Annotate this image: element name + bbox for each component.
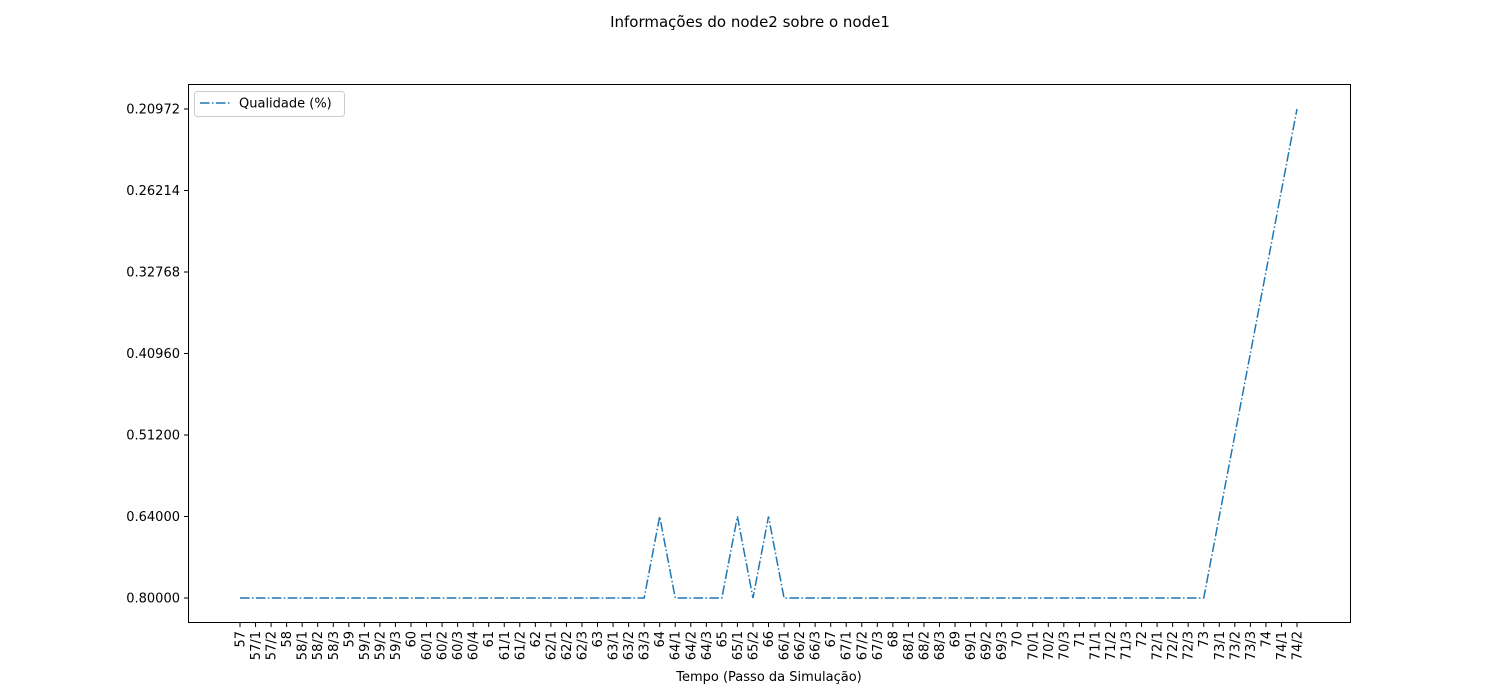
x-tick-label: 66/1 <box>778 631 793 660</box>
x-tick-label: 74/1 <box>1275 631 1290 660</box>
x-tick-label: 64/2 <box>684 631 699 660</box>
x-tick-label: 72/2 <box>1166 631 1181 660</box>
x-tick-label: 68/2 <box>917 631 932 660</box>
x-tick-label: 63 <box>591 631 606 648</box>
legend: Qualidade (%) <box>194 91 345 117</box>
x-tick-label: 72/3 <box>1182 631 1197 660</box>
x-tick-label: 72/1 <box>1151 631 1166 660</box>
y-tick-label: 0.80000 <box>126 592 180 607</box>
x-tick-label: 64/1 <box>669 631 684 660</box>
x-tick-label: 57 <box>234 631 249 648</box>
x-tick-label: 69/2 <box>980 631 995 660</box>
x-tick-label: 60/1 <box>420 631 435 660</box>
y-tick-label: 0.40960 <box>126 347 180 362</box>
x-tick-label: 59 <box>342 631 357 648</box>
x-tick-label: 66/2 <box>793 631 808 660</box>
x-tick-label: 62/3 <box>575 631 590 660</box>
y-tick-label: 0.32768 <box>126 266 180 281</box>
x-tick-label: 57/1 <box>249 631 264 660</box>
x-tick-label: 60/3 <box>451 631 466 660</box>
y-tick-label: 0.26214 <box>126 184 180 199</box>
x-tick-label: 58/1 <box>296 631 311 660</box>
x-tick-label: 65/1 <box>731 631 746 660</box>
x-tick-label: 68 <box>886 631 901 648</box>
x-tick-label: 59/2 <box>373 631 388 660</box>
x-tick-label: 74 <box>1259 631 1274 648</box>
legend-label: Qualidade (%) <box>239 97 332 112</box>
x-tick-label: 73/1 <box>1213 631 1228 660</box>
x-tick-label: 61 <box>482 631 497 648</box>
x-tick-label: 67 <box>824 631 839 648</box>
x-tick-label: 73/3 <box>1244 631 1259 660</box>
x-tick-label: 61/2 <box>513 631 528 660</box>
x-tick-label: 59/3 <box>389 631 404 660</box>
legend-box <box>194 91 345 117</box>
x-tick-label: 62/1 <box>544 631 559 660</box>
x-tick-label: 67/2 <box>855 631 870 660</box>
x-tick-label: 73 <box>1197 631 1212 648</box>
x-tick-label: 60/4 <box>467 631 482 660</box>
x-tick-label: 65/2 <box>746 631 761 660</box>
x-tick-label: 70/2 <box>1042 631 1057 660</box>
x-tick-label: 64 <box>653 631 668 648</box>
x-tick-label: 64/3 <box>700 631 715 660</box>
x-tick-label: 58 <box>280 631 295 648</box>
x-tick-label: 72 <box>1135 631 1150 648</box>
x-tick-label: 71 <box>1073 631 1088 648</box>
x-tick-label: 58/3 <box>327 631 342 660</box>
plot-frame <box>188 84 1351 623</box>
x-tick-label: 63/2 <box>622 631 637 660</box>
x-tick-label: 60/2 <box>436 631 451 660</box>
x-tick-label: 59/1 <box>358 631 373 660</box>
x-axis-label: Tempo (Passo da Simulação) <box>675 670 862 685</box>
y-tick-label: 0.20972 <box>126 103 180 118</box>
x-tick-label: 63/1 <box>607 631 622 660</box>
x-tick-label: 69/3 <box>995 631 1010 660</box>
x-tick-label: 67/3 <box>871 631 886 660</box>
y-tick-label: 0.64000 <box>126 510 180 525</box>
x-tick-label: 57/2 <box>265 631 280 660</box>
chart-title: Informações do node2 sobre o node1 <box>610 13 890 31</box>
x-tick-label: 74/2 <box>1291 631 1306 660</box>
x-tick-label: 70/1 <box>1026 631 1041 660</box>
x-tick-label: 66/3 <box>809 631 824 660</box>
x-tick-label: 65 <box>715 631 730 648</box>
x-tick-label: 73/2 <box>1228 631 1243 660</box>
y-tick-label: 0.51200 <box>126 429 180 444</box>
x-tick-label: 69/1 <box>964 631 979 660</box>
x-tick-label: 71/1 <box>1088 631 1103 660</box>
x-tick-label: 70 <box>1011 631 1026 648</box>
x-tick-label: 71/2 <box>1104 631 1119 660</box>
x-tick-label: 68/1 <box>902 631 917 660</box>
x-tick-label: 61/1 <box>498 631 513 660</box>
x-tick-label: 71/3 <box>1120 631 1135 660</box>
x-tick-label: 58/2 <box>311 631 326 660</box>
x-tick-label: 62 <box>529 631 544 648</box>
x-tick-label: 67/1 <box>840 631 855 660</box>
x-tick-label: 66 <box>762 631 777 648</box>
data-line <box>240 108 1298 599</box>
x-tick-label: 63/3 <box>638 631 653 660</box>
x-tick-label: 69 <box>949 631 964 648</box>
x-tick-label: 60 <box>404 631 419 648</box>
x-tick-label: 68/3 <box>933 631 948 660</box>
x-tick-label: 70/3 <box>1057 631 1072 660</box>
x-tick-label: 62/2 <box>560 631 575 660</box>
